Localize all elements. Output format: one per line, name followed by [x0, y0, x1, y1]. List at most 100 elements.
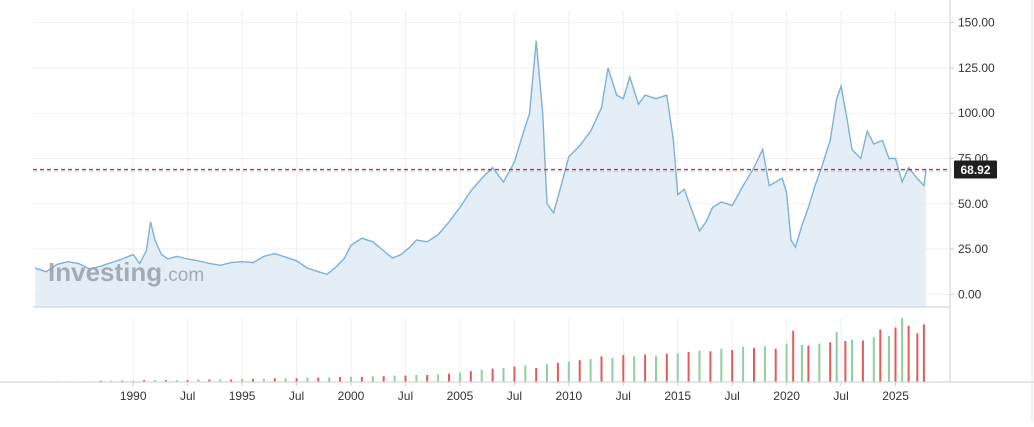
volume-bar	[829, 342, 832, 382]
x-tick-label: Jul	[180, 389, 195, 403]
volume-bar	[154, 380, 156, 382]
volume-bar	[774, 348, 777, 382]
volume-bar	[807, 345, 810, 382]
volume-bar	[426, 375, 429, 382]
volume-bar	[284, 378, 287, 382]
volume-bar	[861, 340, 864, 382]
volume-bar	[502, 367, 505, 382]
volume-bar	[687, 351, 690, 382]
volume-bar	[197, 379, 200, 382]
volume-bar	[888, 335, 890, 382]
y-tick-label: 150.00	[958, 16, 995, 30]
volume-bar	[393, 375, 396, 382]
volume-bar	[655, 355, 657, 382]
y-tick-label: 100.00	[958, 106, 995, 120]
volume-bar	[339, 376, 342, 382]
volume-bar	[879, 329, 882, 382]
volume-bar	[535, 367, 538, 382]
volume-bar	[382, 376, 385, 382]
x-tick-label: 2010	[555, 389, 582, 403]
volume-bar	[262, 378, 265, 382]
y-tick-label: 50.00	[958, 197, 988, 211]
last-price-label: 68.92	[960, 163, 990, 177]
volume-bar	[600, 356, 603, 382]
volume-bar	[792, 330, 795, 382]
volume-bar	[252, 378, 254, 382]
volume-bar	[360, 376, 363, 382]
volume-bar	[469, 371, 472, 382]
volume-bar	[589, 359, 592, 382]
volume-bar	[524, 365, 527, 382]
x-tick-label: 2025	[882, 389, 909, 403]
volume-bar	[208, 379, 211, 382]
volume-bar	[578, 360, 581, 382]
x-tick-label: Jul	[725, 389, 740, 403]
volume-bar	[219, 379, 222, 382]
x-tick-label: Jul	[398, 389, 413, 403]
volume-bar	[731, 350, 734, 382]
volume-bar	[317, 377, 320, 382]
x-tick-label: Jul	[833, 389, 848, 403]
volume-bar	[835, 332, 838, 382]
volume-bar	[800, 344, 803, 382]
reference-line-group: 68.92	[33, 160, 997, 179]
volume-bar	[513, 366, 516, 382]
volume-bars	[45, 318, 925, 382]
volume-bar	[437, 374, 440, 382]
volume-bar	[556, 362, 559, 382]
volume-bar	[99, 380, 102, 382]
volume-bar	[306, 377, 309, 382]
volume-bar	[709, 351, 712, 382]
volume-bar	[350, 376, 352, 382]
volume-bar	[448, 373, 450, 382]
volume-bar	[458, 372, 461, 382]
watermark: Investing .com	[48, 257, 204, 287]
volume-bar	[110, 380, 113, 382]
x-tick-label: Jul	[289, 389, 304, 403]
volume-bar	[742, 346, 745, 382]
x-tick-label: 2020	[773, 389, 800, 403]
volume-bar	[164, 380, 167, 382]
watermark-brand: Investing	[48, 257, 162, 287]
volume-bar	[175, 380, 178, 382]
volume-bar	[763, 346, 766, 382]
volume-bar	[753, 348, 755, 382]
volume-bar	[633, 356, 636, 382]
volume-bar	[273, 378, 276, 382]
volume-bar	[132, 380, 135, 382]
volume-bar	[901, 318, 904, 382]
volume-bar	[567, 361, 570, 382]
volume-bar	[818, 343, 821, 382]
volume-bar	[922, 324, 925, 382]
volume-bar	[121, 380, 124, 382]
last-price-tag	[954, 160, 997, 179]
price-area	[34, 40, 927, 308]
volume-bar	[295, 378, 298, 382]
volume-bar	[644, 354, 647, 382]
volume-bar	[328, 377, 331, 382]
volume-bar	[665, 353, 668, 382]
volume-bar	[698, 350, 701, 382]
x-tick-label: 2005	[447, 389, 474, 403]
volume-bar	[546, 364, 548, 382]
x-tick-label: 2000	[338, 389, 365, 403]
volume-bar	[371, 376, 374, 382]
volume-bar	[186, 380, 189, 382]
volume-bar	[916, 333, 919, 382]
volume-bar	[480, 369, 483, 382]
volume-bar	[143, 380, 146, 382]
y-tick-label: 0.00	[958, 287, 982, 301]
y-tick-label: 25.00	[958, 242, 988, 256]
volume-bar	[241, 378, 244, 382]
price-line	[34, 40, 927, 276]
volume-bar	[720, 348, 723, 382]
x-tick-label: 1990	[120, 389, 147, 403]
volume-bar	[611, 357, 614, 382]
x-tick-label: 2015	[664, 389, 691, 403]
volume-bar	[404, 375, 407, 382]
volume-bar	[622, 355, 625, 382]
volume-bar	[872, 337, 875, 382]
